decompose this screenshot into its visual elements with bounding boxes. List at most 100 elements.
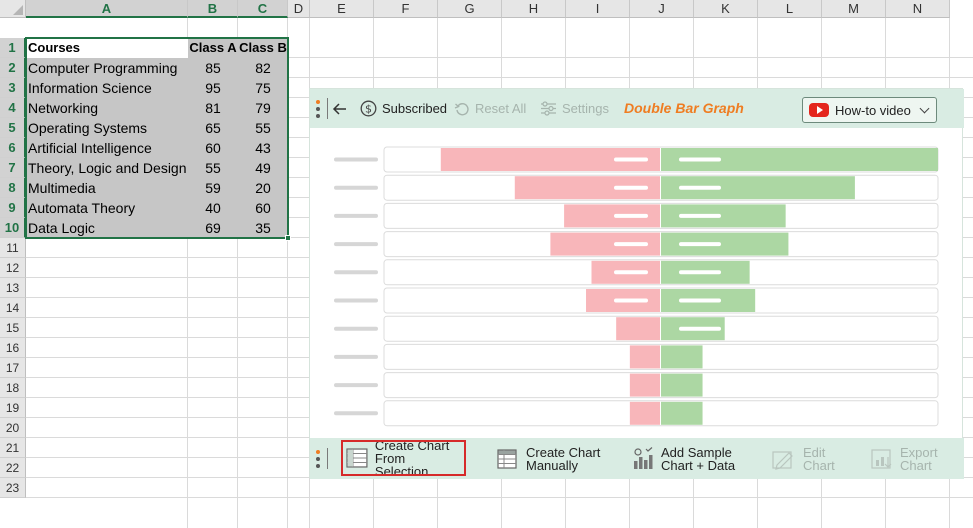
column-header-l[interactable]: L — [758, 0, 822, 18]
row-header-6[interactable]: 6 — [0, 138, 26, 158]
chart-label-left — [614, 298, 648, 303]
column-header-m[interactable]: M — [822, 0, 886, 18]
howto-video-dropdown[interactable]: How-to video — [802, 97, 937, 123]
row-header-5[interactable]: 5 — [0, 118, 26, 138]
chart-bar-left — [550, 232, 660, 256]
column-header-e[interactable]: E — [310, 0, 374, 18]
row-header-16[interactable]: 16 — [0, 338, 26, 358]
back-button[interactable] — [332, 89, 353, 128]
row-header-12[interactable]: 12 — [0, 258, 26, 278]
column-header-a[interactable]: A — [26, 0, 188, 18]
cell-a2[interactable]: Computer Programming — [28, 60, 178, 76]
column-header-f[interactable]: F — [374, 0, 438, 18]
row-header-3[interactable]: 3 — [0, 78, 26, 98]
edit-chart-button[interactable]: Edit Chart — [771, 438, 835, 479]
drag-handle-icon[interactable] — [316, 100, 320, 121]
header-cell-a1-fill — [26, 38, 188, 58]
row-header-19[interactable]: 19 — [0, 398, 26, 418]
row-header-8[interactable]: 8 — [0, 178, 26, 198]
cell-b1[interactable]: Class A — [189, 40, 237, 55]
chart-category-placeholder — [334, 242, 378, 247]
cell-b2[interactable]: 85 — [205, 60, 221, 76]
fill-handle[interactable] — [285, 235, 291, 241]
row-header-11[interactable]: 11 — [0, 238, 26, 258]
row-header-15[interactable]: 15 — [0, 318, 26, 338]
row-header-10[interactable]: 10 — [0, 218, 26, 238]
column-header-b[interactable]: B — [188, 0, 238, 18]
column-header-n[interactable]: N — [886, 0, 950, 18]
settings-button[interactable]: Settings — [540, 89, 609, 128]
select-all-corner[interactable] — [0, 0, 26, 18]
add-sample-chart-button[interactable]: Add Sample Chart + Data — [631, 438, 735, 479]
cell-c4[interactable]: 79 — [255, 100, 271, 116]
gridline-horizontal — [26, 497, 973, 498]
cell-a6[interactable]: Artificial Intelligence — [28, 140, 152, 156]
create-chart-from-selection-button[interactable]: Create Chart From Selection — [341, 439, 466, 479]
column-header-g[interactable]: G — [438, 0, 502, 18]
chart-category-placeholder — [334, 185, 378, 190]
cell-b10[interactable]: 69 — [205, 220, 221, 236]
cell-b5[interactable]: 65 — [205, 120, 221, 136]
cell-c7[interactable]: 49 — [255, 160, 271, 176]
row-header-18[interactable]: 18 — [0, 378, 26, 398]
cell-a9[interactable]: Automata Theory — [28, 200, 136, 216]
cell-c5[interactable]: 55 — [255, 120, 271, 136]
row-header-13[interactable]: 13 — [0, 278, 26, 298]
cell-a3[interactable]: Information Science — [28, 80, 152, 96]
cell-b6[interactable]: 60 — [205, 140, 221, 156]
cell-c8[interactable]: 20 — [255, 180, 271, 196]
create-chart-manually-button[interactable]: Create Chart Manually — [496, 438, 600, 479]
create-man-line2: Manually — [526, 457, 579, 473]
cell-c2[interactable]: 82 — [255, 60, 271, 76]
row-header-2[interactable]: 2 — [0, 58, 26, 78]
cell-c3[interactable]: 75 — [255, 80, 271, 96]
cell-b7[interactable]: 55 — [205, 160, 221, 176]
cell-b8[interactable]: 59 — [205, 180, 221, 196]
column-header-i[interactable]: I — [566, 0, 630, 18]
row-header-9[interactable]: 9 — [0, 198, 26, 218]
column-header-c[interactable]: C — [238, 0, 288, 18]
column-header-d[interactable]: D — [288, 0, 310, 18]
chart-bar-right — [661, 148, 938, 171]
chart-bar-left — [564, 204, 660, 228]
dollar-circle-icon: $ — [360, 100, 377, 117]
export-chart-button[interactable]: Export Chart — [870, 438, 938, 479]
cell-a4[interactable]: Networking — [28, 100, 99, 116]
reset-icon — [454, 102, 469, 115]
cell-b3[interactable]: 95 — [205, 80, 221, 96]
column-header-j[interactable]: J — [630, 0, 694, 18]
row-header-21[interactable]: 21 — [0, 438, 26, 458]
cell-c1[interactable]: Class B — [239, 40, 287, 55]
row-header-7[interactable]: 7 — [0, 158, 26, 178]
cell-c10[interactable]: 35 — [255, 220, 271, 236]
row-header-22[interactable]: 22 — [0, 458, 26, 478]
sample-chart-icon — [634, 446, 653, 469]
back-arrow-icon — [332, 102, 346, 115]
row-header-17[interactable]: 17 — [0, 358, 26, 378]
create-sel-line2: From Selection — [374, 450, 429, 479]
cell-a10[interactable]: Data Logic — [28, 220, 95, 236]
cell-c9[interactable]: 60 — [255, 200, 271, 216]
row-header-1[interactable]: 1 — [0, 38, 26, 58]
cell-b4[interactable]: 81 — [205, 100, 221, 116]
row-header-4[interactable]: 4 — [0, 98, 26, 118]
cell-a8[interactable]: Multimedia — [28, 180, 96, 196]
reset-all-button[interactable]: Reset All — [454, 89, 526, 128]
column-header-k[interactable]: K — [694, 0, 758, 18]
selected-range[interactable] — [26, 38, 288, 238]
cell-a1[interactable]: Courses — [28, 40, 81, 55]
row-header-20[interactable]: 20 — [0, 418, 26, 438]
cell-a7[interactable]: Theory, Logic and Design — [28, 160, 187, 176]
panel-toolbar: $ Subscribed Reset All Settings Double B… — [310, 89, 964, 128]
cell-c6[interactable]: 43 — [255, 140, 271, 156]
cell-b9[interactable]: 40 — [205, 200, 221, 216]
panel-bottom-bar: Create Chart From Selection Create Chart… — [310, 438, 964, 479]
subscribed-button[interactable]: $ Subscribed — [360, 89, 447, 128]
row-header-23[interactable]: 23 — [0, 478, 26, 498]
chart-label-right — [679, 213, 721, 218]
chart-bar-right — [661, 232, 789, 256]
column-header-h[interactable]: H — [502, 0, 566, 18]
row-header-14[interactable]: 14 — [0, 298, 26, 318]
cell-a5[interactable]: Operating Systems — [28, 120, 148, 136]
bottom-drag-handle-icon[interactable] — [316, 450, 320, 471]
